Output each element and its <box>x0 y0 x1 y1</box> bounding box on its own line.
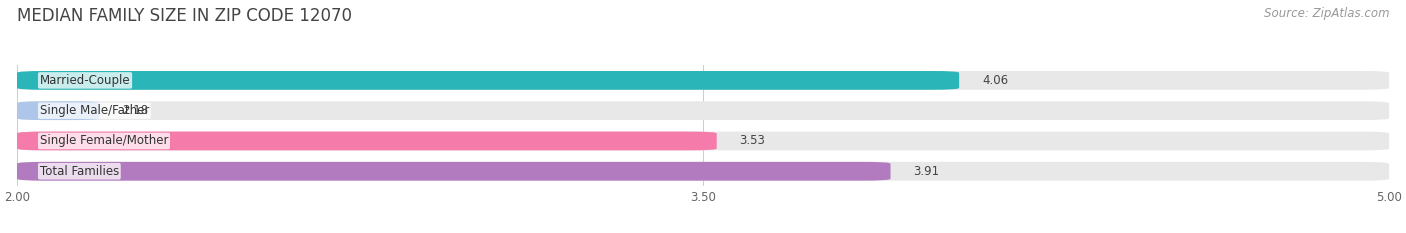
Text: MEDIAN FAMILY SIZE IN ZIP CODE 12070: MEDIAN FAMILY SIZE IN ZIP CODE 12070 <box>17 7 352 25</box>
FancyBboxPatch shape <box>17 162 1389 181</box>
FancyBboxPatch shape <box>17 101 1389 120</box>
Text: Single Male/Father: Single Male/Father <box>39 104 149 117</box>
Text: Married-Couple: Married-Couple <box>39 74 131 87</box>
FancyBboxPatch shape <box>17 132 717 150</box>
FancyBboxPatch shape <box>17 71 959 90</box>
FancyBboxPatch shape <box>17 132 1389 150</box>
Text: 2.18: 2.18 <box>122 104 148 117</box>
Text: 3.91: 3.91 <box>914 165 939 178</box>
Text: 4.06: 4.06 <box>981 74 1008 87</box>
Text: Source: ZipAtlas.com: Source: ZipAtlas.com <box>1264 7 1389 20</box>
Text: Total Families: Total Families <box>39 165 120 178</box>
FancyBboxPatch shape <box>17 71 1389 90</box>
FancyBboxPatch shape <box>17 162 890 181</box>
FancyBboxPatch shape <box>17 101 100 120</box>
Text: 3.53: 3.53 <box>740 134 765 147</box>
Text: Single Female/Mother: Single Female/Mother <box>39 134 169 147</box>
